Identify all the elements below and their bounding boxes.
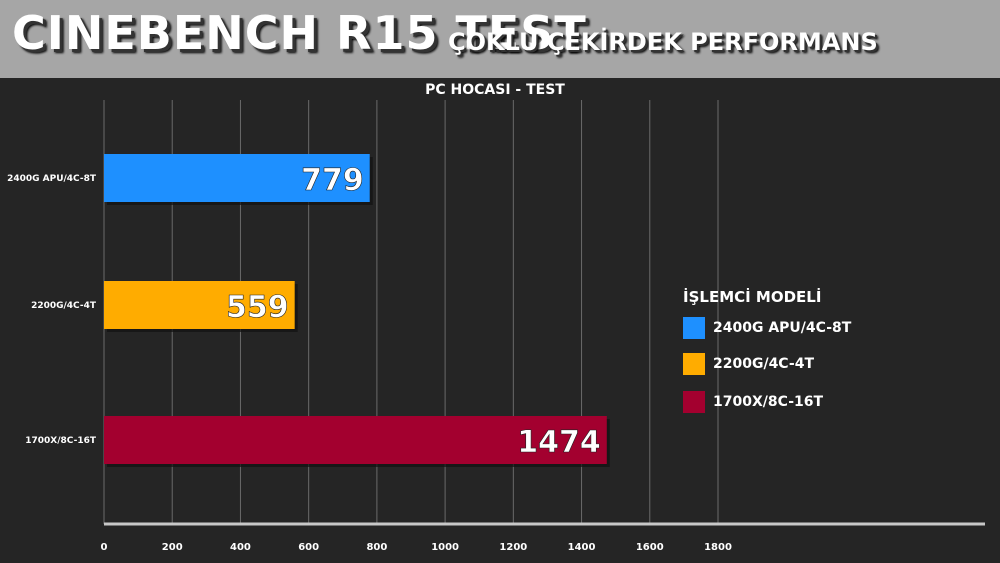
x-tick-label: 600 bbox=[298, 542, 319, 553]
x-tick-label: 800 bbox=[366, 542, 387, 553]
bar-value-label: 779 bbox=[301, 163, 364, 198]
x-tick-label: 1000 bbox=[431, 542, 459, 553]
header-banner: CINEBENCH R15 TEST ÇOKLU ÇEKİRDEK PERFOR… bbox=[0, 0, 1000, 78]
legend-swatch bbox=[683, 317, 705, 339]
legend-item: 1700X/8C-16T bbox=[683, 390, 823, 414]
bar bbox=[104, 154, 370, 202]
x-tick-label: 1600 bbox=[636, 542, 664, 553]
x-tick-label: 1200 bbox=[499, 542, 527, 553]
legend-label: 2400G APU/4C-8T bbox=[713, 320, 852, 336]
legend-swatch bbox=[683, 353, 705, 375]
category-label: 2400G APU/4C-8T bbox=[7, 174, 97, 184]
legend-title: İŞLEMCİ MODELİ bbox=[683, 288, 822, 306]
x-tick-label: 0 bbox=[101, 542, 108, 553]
legend-label: 2200G/4C-4T bbox=[713, 356, 815, 372]
bar-value-label: 559 bbox=[226, 290, 289, 325]
category-label: 1700X/8C-16T bbox=[25, 436, 97, 446]
bar-value-label: 1474 bbox=[517, 425, 601, 460]
bar bbox=[104, 281, 295, 329]
x-tick-label: 200 bbox=[162, 542, 183, 553]
category-label: 2200G/4C-4T bbox=[31, 301, 97, 311]
bar bbox=[104, 416, 607, 464]
legend-label: 1700X/8C-16T bbox=[713, 394, 824, 410]
x-tick-label: 400 bbox=[230, 542, 251, 553]
main-title: CINEBENCH R15 TEST bbox=[12, 6, 587, 60]
legend-item: 2400G APU/4C-8T bbox=[683, 316, 851, 340]
chart-title: PC HOCASI - TEST bbox=[425, 82, 565, 98]
sub-title: ÇOKLU ÇEKİRDEK PERFORMANS bbox=[448, 28, 878, 56]
legend-swatch bbox=[683, 391, 705, 413]
legend-item: 2200G/4C-4T bbox=[683, 352, 814, 376]
x-tick-label: 1800 bbox=[704, 542, 732, 553]
x-tick-label: 1400 bbox=[568, 542, 596, 553]
